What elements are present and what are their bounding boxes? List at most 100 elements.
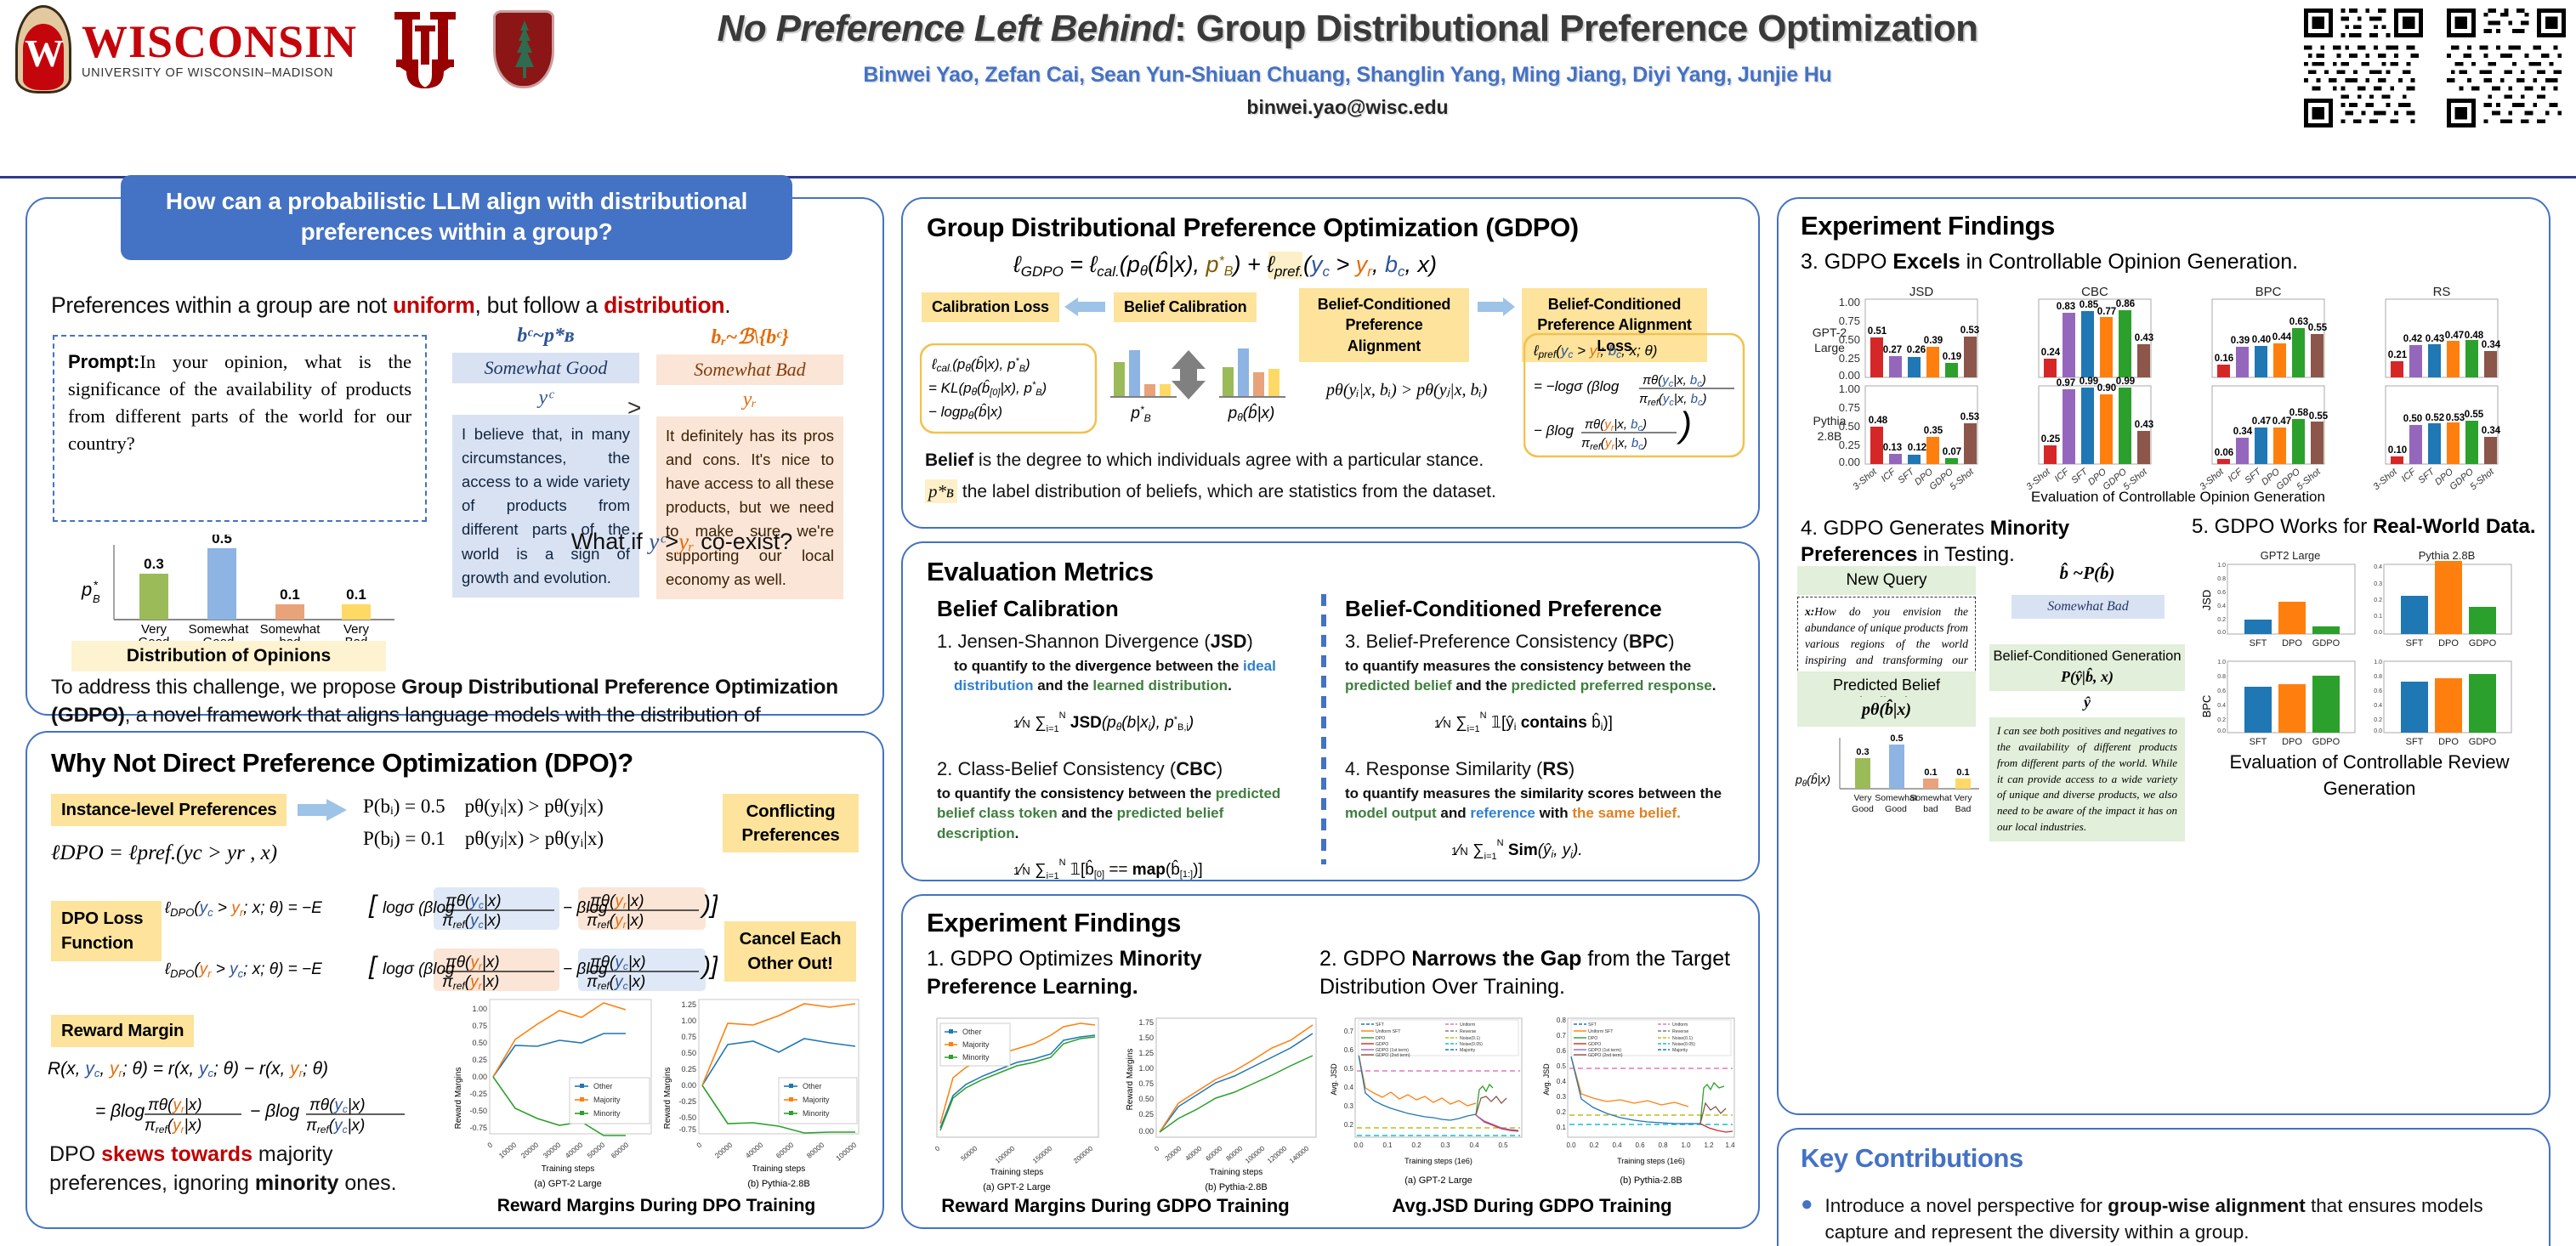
svg-text:0.50: 0.50 [1138,1095,1154,1103]
qr-code-paper-icon[interactable] [2304,8,2423,127]
tag-cancel-each-other-out: Cancel Each Other Out! [724,921,856,983]
svg-text:0.10: 0.10 [2388,445,2407,456]
svg-text:0.3: 0.3 [1440,1141,1450,1149]
svg-text:GDPO (1st term): GDPO (1st term) [1588,1048,1621,1053]
svg-text:0.21: 0.21 [2388,350,2408,360]
svg-text:Good: Good [1885,804,1907,814]
poster-email[interactable]: binwei.yao@wisc.edu [1246,95,1449,118]
svg-text:SFT: SFT [1588,1022,1597,1028]
wisconsin-w-glyph: W [25,31,64,75]
svg-text:GDPO: GDPO [2312,638,2341,648]
svg-text:Very: Very [1954,793,1972,803]
finding-2-text: 2. GDPO Narrows the Gap from the Target … [1319,947,1731,999]
svg-text:0.75: 0.75 [1839,401,1860,414]
svg-text:Majority: Majority [962,1040,990,1049]
dpo-main-equation: ℓDPO = ℓpref.(yc > yr , x) [51,841,278,864]
poster-header: W WISCONSIN UNIVERSITY OF WISCONSIN–MADI… [0,0,2576,178]
svg-text:-0.25: -0.25 [678,1097,696,1106]
new-query-header: New Query [1797,566,1976,595]
svg-text:πθ(yr|x): πθ(yr|x) [590,892,644,911]
metric-3-equation: 1∕N ∑i=1N 𝟙[ŷi contains b̂i)] [1345,704,1736,743]
conflicting-preferences-equations: P(bᵢ) = 0.5 pθ(yᵢ|x) > pθ(yⱼ|x) P(bⱼ) = … [363,790,604,855]
svg-text:πref(yc|x): πref(yc|x) [587,973,645,992]
svg-text:80000: 80000 [1224,1144,1244,1163]
svg-text:0.5: 0.5 [1890,733,1903,744]
svg-text:0.1: 0.1 [1924,767,1937,778]
belief-sample-symbol: b̂ ~P(b̂) [2059,563,2115,583]
svg-text:Noise(0.05): Noise(0.05) [1672,1042,1695,1047]
svg-text:0.3: 0.3 [1344,1102,1354,1110]
svg-text:0.25: 0.25 [2041,434,2061,445]
svg-text:0.2: 0.2 [1589,1141,1599,1149]
dpo-concl-red: skews towards [101,1142,252,1166]
svg-text:GPT-2: GPT-2 [1813,326,1847,339]
metric-2-equation: 1∕N ∑i=1N 𝟙[b̂[0] == map(b̂[1:])] [937,851,1302,890]
svg-text:0.75: 0.75 [681,1033,696,1041]
svg-text:0.53: 0.53 [1960,412,1979,422]
svg-text:0.2: 0.2 [2374,717,2382,723]
svg-text:0.43: 0.43 [2426,334,2444,344]
svg-text:60000: 60000 [610,1141,631,1160]
svg-text:60000: 60000 [1204,1144,1223,1163]
svg-text:0.42: 0.42 [2403,334,2422,344]
panel-evaluation-metrics: Evaluation Metrics Belief Calibration 1.… [901,541,1760,881]
svg-text:0.90: 0.90 [2097,383,2116,394]
svg-text:Minority: Minority [803,1109,830,1118]
svg-text:R(x, yc, yr; θ) = r(x, yc; θ): R(x, yc, yr; θ) = r(x, yc; θ) − r(x, yr;… [48,1059,328,1079]
svg-text:100000: 100000 [994,1144,1017,1164]
new-query-box: x:How do you envision the abundance of u… [1797,597,1976,692]
metrics-panel-title: Evaluation Metrics [927,557,1154,586]
svg-text:− βlog: − βlog [563,960,608,978]
qr-code-code-icon[interactable] [2447,8,2566,127]
svg-text:Noise(0.1): Noise(0.1) [1460,1036,1480,1041]
svg-text:SFT: SFT [1896,466,1917,485]
svg-text:0.25: 0.25 [1839,352,1860,365]
chosen-response-text: I believe that, in many circumstances, t… [452,415,639,598]
svg-text:Training steps: Training steps [542,1164,594,1174]
svg-text:DPO: DPO [2438,737,2459,747]
svg-text:− βlog: − βlog [563,899,608,917]
svg-text:100000: 100000 [834,1141,858,1163]
metric-4-equation: 1∕N ∑i=1N Sim(ŷi, yi). [1345,831,1736,870]
wisconsin-crest-icon: W [12,5,75,93]
svg-text:πref(yr|x): πref(yr|x) [587,912,644,931]
dpo-panel-title: Why Not Direct Preference Optimization (… [51,748,633,778]
bullet-1-text: Introduce a novel perspective for group-… [1825,1192,2533,1245]
svg-text:− βlog: − βlog [250,1102,299,1121]
metric-item-4-title: 4. Response Similarity (RS) [1345,757,1575,779]
svg-text:Reward Margins: Reward Margins [663,1068,672,1130]
jsd-caption-b: (b) Pythia-2.8B [1620,1175,1682,1186]
belief-note-2-text: the label distribution of beliefs, which… [957,482,1496,501]
svg-text:− βlog: − βlog [1534,422,1575,439]
panel-experiment-findings-right: Experiment Findings 3. GDPO Excels in Co… [1777,197,2550,1115]
qr-code-group [2304,8,2566,127]
svg-text:0.00: 0.00 [1138,1127,1154,1136]
svg-text:0.58: 0.58 [2289,408,2309,418]
svg-text:0.3: 0.3 [1856,747,1869,757]
svg-text:Minority: Minority [593,1109,621,1118]
svg-text:ℓDPO(yc > yr; x; θ) = −E: ℓDPO(yc > yr; x; θ) = −E [165,899,322,919]
svg-text:[: [ [368,891,378,919]
svg-text:0.63: 0.63 [2289,317,2308,327]
tag-reward-margin: Reward Margin [51,1015,195,1047]
svg-text:Very: Very [1853,793,1872,803]
tag-calibration-loss: Calibration Loss [922,292,1059,322]
svg-text:0.55: 0.55 [2465,410,2484,420]
svg-text:Training steps (1e6): Training steps (1e6) [1404,1157,1472,1165]
svg-text:0.27: 0.27 [1883,345,1902,355]
svg-text:ICF: ICF [2400,466,2419,484]
svg-text:0.50: 0.50 [1839,420,1860,433]
svg-text:DPO: DPO [2282,638,2302,648]
opinion-grid-xlabel: Evaluation of Controllable Opinion Gener… [2031,489,2325,505]
svg-text:0.06: 0.06 [2215,448,2233,458]
svg-text:0.55: 0.55 [2309,411,2329,422]
bcg-header: Belief-Conditioned Generation [1989,644,2185,669]
svg-text:40000: 40000 [744,1141,765,1160]
prompt-box: Prompt:In your opinion, what is the sign… [53,335,427,522]
svg-text:0.16: 0.16 [2215,354,2233,364]
arrow-right-icon [298,799,347,821]
svg-text:pθ(b̂|x): pθ(b̂|x) [1228,404,1275,423]
svg-text:SFT: SFT [1376,1022,1385,1028]
svg-text:0.24: 0.24 [2041,348,2061,358]
